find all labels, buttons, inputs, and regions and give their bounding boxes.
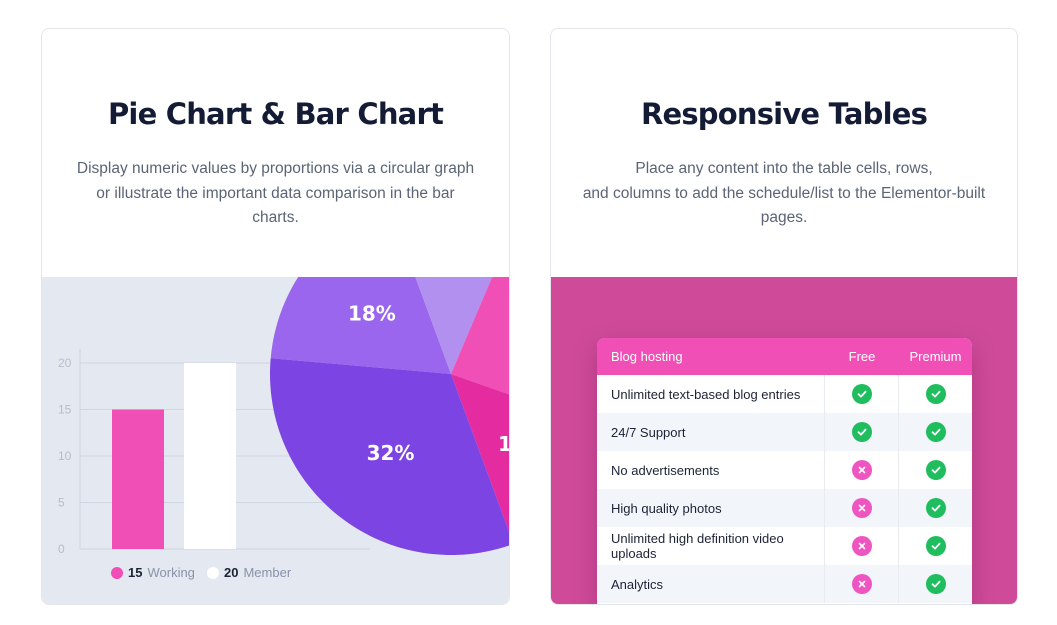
legend-value: 20 bbox=[224, 565, 239, 580]
legend-item-working: 15 Working bbox=[111, 565, 195, 580]
feature-label: No advertisements bbox=[597, 451, 825, 489]
y-tick-label: 15 bbox=[58, 403, 72, 417]
header-premium: Premium bbox=[909, 349, 962, 364]
premium-cell bbox=[899, 451, 972, 489]
premium-cell bbox=[899, 489, 972, 527]
table-row: Unlimited text-based blog entries bbox=[597, 375, 972, 413]
feature-label: 24/7 Support bbox=[597, 413, 825, 451]
table-row: Unlimited high definition video uploads bbox=[597, 527, 972, 565]
table-body: Unlimited text-based blog entries 24/7 Su… bbox=[597, 375, 972, 603]
premium-cell bbox=[899, 565, 972, 603]
premium-cell bbox=[899, 527, 972, 565]
table-illustration: Blog hosting Free Premium Unlimited text… bbox=[551, 277, 1017, 604]
pie-slice bbox=[451, 374, 509, 532]
check-circle-icon bbox=[925, 536, 946, 556]
pie-slice bbox=[270, 277, 451, 374]
check-circle-icon bbox=[925, 460, 946, 480]
free-cell bbox=[825, 527, 899, 565]
bar-working bbox=[112, 409, 164, 549]
responsive-tables-card: Responsive Tables Place any content into… bbox=[550, 28, 1018, 605]
check-circle-icon bbox=[851, 384, 872, 404]
feature-label: High quality photos bbox=[597, 489, 825, 527]
y-tick-label: 5 bbox=[58, 496, 65, 510]
description-line: Place any content into the table cells, … bbox=[635, 160, 933, 177]
check-circle-icon bbox=[925, 498, 946, 518]
check-circle-icon bbox=[925, 422, 946, 442]
legend-label: Member bbox=[243, 565, 292, 580]
feature-label: Unlimited text-based blog entries bbox=[597, 375, 825, 413]
legend-dot bbox=[111, 566, 123, 579]
card-title: Responsive Tables bbox=[640, 97, 928, 131]
free-cell bbox=[825, 565, 899, 603]
check-circle-icon bbox=[925, 384, 946, 404]
y-tick-label: 0 bbox=[58, 542, 65, 556]
table-row: High quality photos bbox=[597, 489, 972, 527]
card-description: Place any content into the table cells, … bbox=[573, 157, 995, 231]
table-row: 24/7 Support bbox=[597, 413, 972, 451]
legend-item-member: 20 Member bbox=[207, 565, 291, 580]
y-tick-label: 20 bbox=[58, 356, 72, 370]
description-line: charts. bbox=[252, 209, 299, 226]
description-line: or illustrate the important data compari… bbox=[96, 184, 455, 202]
premium-cell bbox=[899, 375, 972, 413]
table-header: Blog hosting Free Premium bbox=[597, 338, 972, 375]
description-line: Display numeric values by proportions vi… bbox=[76, 160, 475, 177]
table-row: No advertisements bbox=[597, 451, 972, 489]
legend-dot bbox=[207, 566, 219, 579]
free-cell bbox=[825, 413, 899, 451]
description-line: pages. bbox=[760, 209, 808, 226]
pie-bar-chart-card: Pie Chart & Bar Chart Display numeric va… bbox=[41, 28, 510, 605]
header-free: Free bbox=[848, 349, 876, 364]
pie-slice-label: 18% bbox=[348, 302, 396, 326]
description-line: and columns to add the schedule/list to … bbox=[582, 184, 986, 202]
check-circle-icon bbox=[851, 422, 872, 442]
table-row: Analytics bbox=[597, 565, 972, 603]
bar-member bbox=[184, 363, 236, 549]
cross-circle-icon bbox=[851, 536, 872, 556]
pie-slice bbox=[270, 358, 509, 555]
cross-circle-icon bbox=[851, 460, 872, 480]
cross-circle-icon bbox=[851, 498, 872, 518]
check-circle-icon bbox=[925, 574, 946, 594]
feature-label: Analytics bbox=[597, 565, 825, 603]
free-cell bbox=[825, 489, 899, 527]
cross-circle-icon bbox=[851, 574, 872, 594]
card-title: Pie Chart & Bar Chart bbox=[107, 97, 444, 131]
pie-slice bbox=[451, 277, 509, 395]
pie-slice bbox=[415, 277, 493, 374]
y-tick-label: 10 bbox=[58, 449, 72, 463]
legend-value: 15 bbox=[128, 565, 143, 580]
header-feature: Blog hosting bbox=[611, 349, 683, 364]
feature-label: Unlimited high definition video uploads bbox=[597, 527, 825, 565]
card-description: Display numeric values by proportions vi… bbox=[64, 157, 487, 231]
legend-label: Working bbox=[147, 565, 195, 580]
free-cell bbox=[825, 451, 899, 489]
pie-slice-label: 32% bbox=[367, 441, 415, 465]
free-cell bbox=[825, 375, 899, 413]
pie-slice-label: 14% bbox=[498, 432, 510, 456]
comparison-table: Blog hosting Free Premium Unlimited text… bbox=[597, 338, 972, 604]
premium-cell bbox=[899, 413, 972, 451]
